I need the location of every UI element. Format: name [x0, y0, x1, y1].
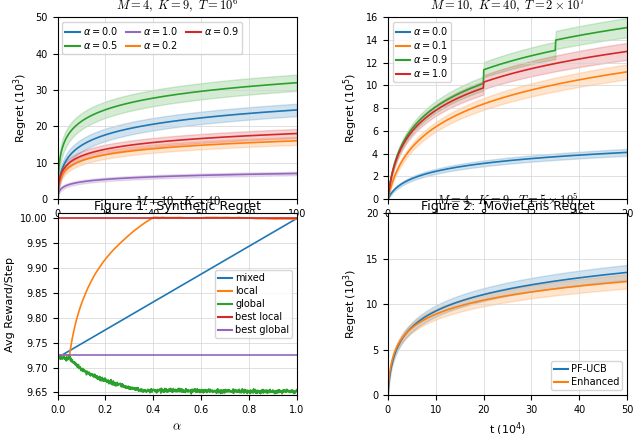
Y-axis label: Regret ($10^5$): Regret ($10^5$)	[342, 73, 360, 143]
X-axis label: t ($10^4$): t ($10^4$)	[159, 224, 196, 242]
Legend: $\alpha = 0.0$, $\alpha = 0.5$, $\alpha = 1.0$, $\alpha = 0.2$, $\alpha = 0.9$: $\alpha = 0.0$, $\alpha = 0.5$, $\alpha …	[63, 22, 242, 54]
Legend: PF-UCB, Enhanced: PF-UCB, Enhanced	[550, 362, 622, 390]
Title: $M = 10,\  K = 40$: $M = 10,\ K = 40$	[134, 194, 221, 210]
Title: $M = 4,\  K = 9,\  T = 5 \times 10^5$: $M = 4,\ K = 9,\ T = 5 \times 10^5$	[436, 192, 579, 210]
Text: Figure 1:  Synthetic Regret: Figure 1: Synthetic Regret	[94, 200, 260, 213]
Y-axis label: Avg Reward/Step: Avg Reward/Step	[5, 256, 15, 352]
Y-axis label: Regret ($10^3$): Regret ($10^3$)	[342, 269, 360, 339]
Legend: $\alpha = 0.0$, $\alpha = 0.1$, $\alpha = 0.9$, $\alpha = 1.0$: $\alpha = 0.0$, $\alpha = 0.1$, $\alpha …	[393, 22, 451, 82]
X-axis label: $\alpha$: $\alpha$	[173, 420, 182, 433]
Title: $M = 4,\  K = 9,\  T = 10^6$: $M = 4,\ K = 9,\ T = 10^6$	[116, 0, 239, 13]
Text: Figure 2:  MovieLens Regret: Figure 2: MovieLens Regret	[420, 200, 595, 213]
Y-axis label: Regret ($10^3$): Regret ($10^3$)	[12, 73, 30, 143]
X-axis label: t ($10^6$): t ($10^6$)	[489, 224, 526, 242]
X-axis label: t ($10^4$): t ($10^4$)	[489, 420, 526, 434]
Legend: mixed, local, global, best local, best global: mixed, local, global, best local, best g…	[214, 270, 292, 338]
Title: $M = 10,\  K = 40,\  T = 2 \times 10^7$: $M = 10,\ K = 40,\ T = 2 \times 10^7$	[429, 0, 586, 13]
